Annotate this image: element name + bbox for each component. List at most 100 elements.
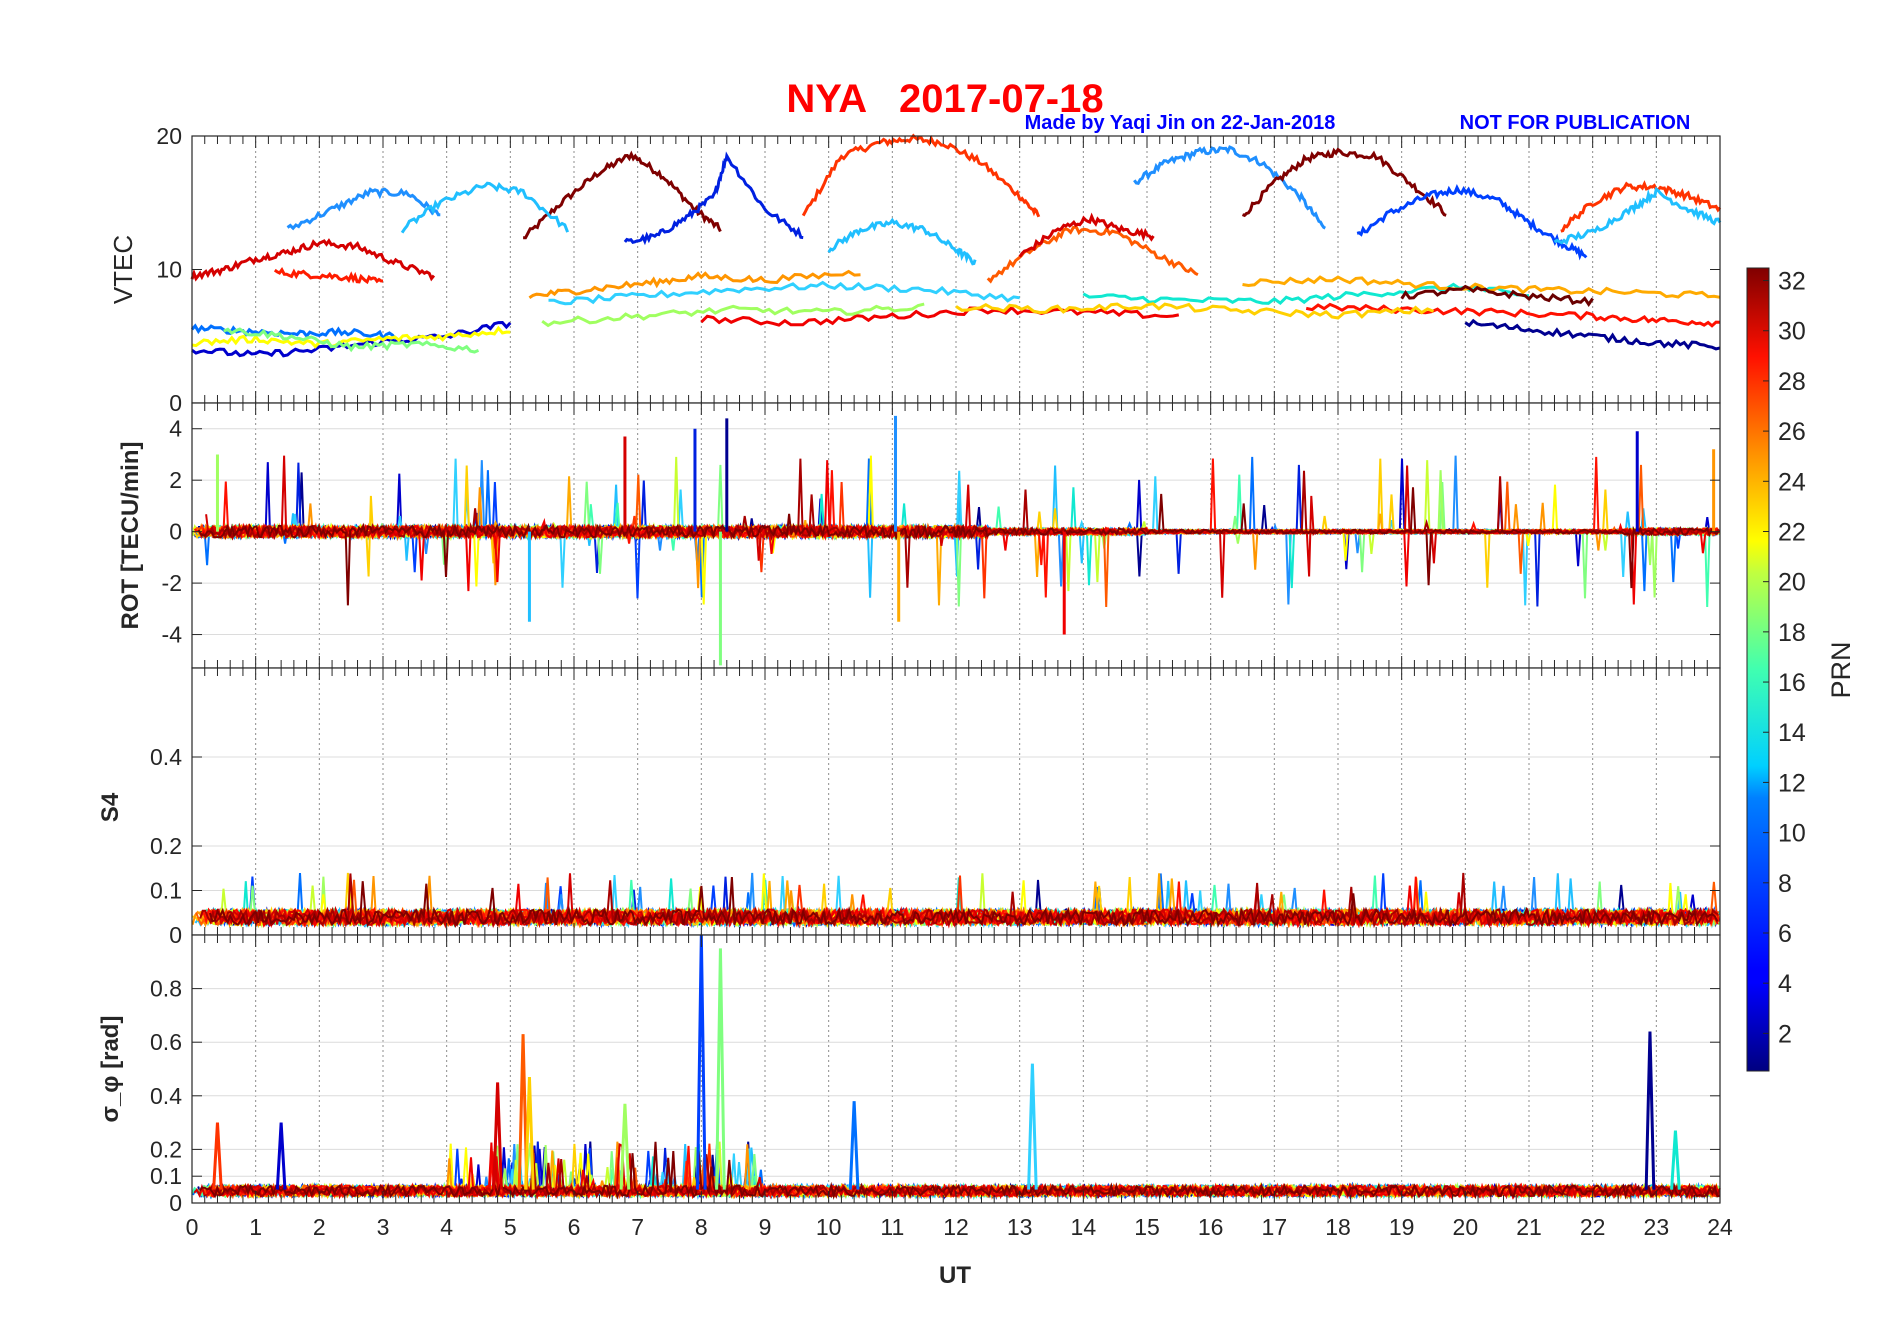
vtec-series-prn-25: [801, 133, 1041, 218]
x-tick-label: 20: [1453, 1214, 1479, 1240]
x-tick-label: 9: [759, 1214, 772, 1240]
y-tick-label: 4: [169, 416, 182, 442]
figure-title: NYA 2017-07-18: [786, 77, 1103, 121]
colorbar-tick-label: 24: [1778, 468, 1806, 496]
colorbar-label: PRN: [1826, 641, 1856, 698]
x-tick-label: 21: [1516, 1214, 1542, 1240]
colorbar-tick-label: 2: [1778, 1020, 1792, 1048]
x-tick-label: 6: [568, 1214, 581, 1240]
y-tick-label: 0.4: [150, 1083, 182, 1109]
x-tick-label: 16: [1198, 1214, 1224, 1240]
credit-note: Made by Yaqi Jin on 22-Jan-2018: [1025, 112, 1336, 134]
vtec-series-prn-17: [541, 302, 925, 328]
sigma-peak: [1644, 1031, 1656, 1190]
colorbar-tick-label: 8: [1778, 870, 1792, 898]
vtec-series-prn-23: [528, 269, 861, 300]
colorbar-tick-label: 20: [1778, 569, 1806, 597]
y-tick-label: -2: [162, 570, 182, 596]
x-tick-label: 8: [695, 1214, 708, 1240]
y-tick-label: 10: [156, 257, 182, 283]
panel-s4-data: [191, 872, 1721, 929]
sigma-series: [198, 1141, 1721, 1200]
vtec-series-prn-29: [700, 305, 1180, 327]
x-tick-label: 11: [880, 1214, 904, 1240]
sigma-peak: [517, 1034, 529, 1190]
y-tick-label: 0.2: [150, 1136, 182, 1162]
y-axis-label: VTEC: [108, 235, 138, 304]
colorbar-tick-label: 26: [1778, 418, 1806, 446]
x-tick-label: 4: [440, 1214, 453, 1240]
colorbar-tick-label: 32: [1778, 268, 1806, 296]
vtec-series-prn-32: [1400, 284, 1594, 307]
colorbar-tick-label: 28: [1778, 368, 1806, 396]
sigma-peak: [275, 1122, 287, 1190]
vtec-series-prn-31: [523, 150, 722, 240]
publication-notice: NOT FOR PUBLICATION: [1460, 112, 1691, 134]
colorbar-tick-label: 4: [1778, 970, 1792, 998]
x-tick-label: 1: [249, 1214, 262, 1240]
sigma-peak: [1670, 1130, 1681, 1190]
colorbar: [1746, 267, 1770, 1072]
vtec-series-prn-20: [955, 302, 1435, 320]
y-tick-label: 0.4: [150, 744, 182, 770]
x-tick-label: 10: [816, 1214, 842, 1240]
vtec-series-prn-10: [827, 217, 977, 266]
x-tick-label: 19: [1389, 1214, 1415, 1240]
colorbar-tick-label: 18: [1778, 619, 1806, 647]
y-tick-label: 0.2: [150, 833, 182, 859]
panel-sigma_phi-bg: [192, 935, 1720, 1203]
x-tick-label: 5: [504, 1214, 517, 1240]
y-tick-label: 0: [169, 922, 182, 948]
vtec-series-prn-7: [190, 323, 397, 342]
sigma-peak: [212, 1122, 223, 1190]
vtec-series-prn-9: [1133, 145, 1326, 230]
sigma-peak: [1027, 1063, 1038, 1190]
vtec-series-prn-2: [191, 320, 512, 358]
panel-vtec-bg: [192, 136, 1720, 403]
x-tick-label: 0: [186, 1214, 199, 1240]
sigma-peak: [524, 1076, 535, 1190]
y-tick-label: 0.1: [150, 878, 182, 904]
panel-sigma_phi-data: [191, 934, 1721, 1201]
x-tick-label: 18: [1325, 1214, 1351, 1240]
vtec-series-prn-19: [191, 325, 511, 349]
x-tick-label: 14: [1071, 1214, 1097, 1240]
x-tick-label: 22: [1580, 1214, 1606, 1240]
x-tick-label: 2: [313, 1214, 326, 1240]
colorbar-tick-label: 16: [1778, 669, 1806, 697]
y-axis-label: σ_φ [rad]: [97, 1016, 124, 1123]
panel-rot-data: [191, 415, 1721, 666]
y-tick-label: 20: [156, 123, 182, 149]
sigma-peak: [848, 1101, 860, 1190]
sigma-series: [206, 1149, 1721, 1201]
vtec-series-prn-28: [1305, 302, 1721, 328]
y-axis-label: ROT [TECU/min]: [117, 442, 144, 630]
vtec-series-prn-16: [223, 327, 480, 354]
sigma-peak: [492, 1082, 503, 1190]
vtec-series-prn-27: [273, 267, 384, 285]
vtec-series-prn-11: [548, 280, 1020, 306]
vtec-series-prn-1: [1464, 318, 1721, 351]
y-tick-label: 2: [169, 467, 182, 493]
vtec-series-prn-8: [286, 187, 441, 231]
s4-series: [199, 872, 1719, 929]
x-tick-label: 15: [1134, 1214, 1160, 1240]
x-tick-label: 12: [943, 1214, 969, 1240]
vtec-series-prn-4: [623, 151, 804, 246]
vtec-series-prn-22: [1242, 275, 1721, 299]
y-tick-label: 0: [169, 390, 182, 416]
y-tick-label: -4: [162, 622, 183, 648]
colorbar-tick-label: 30: [1778, 318, 1806, 346]
rot-series: [197, 487, 1719, 606]
vtec-series-prn-10: [400, 181, 570, 234]
colorbar-tick-label: 12: [1778, 769, 1806, 797]
colorbar-tick-label: 6: [1778, 920, 1792, 948]
s4-series: [208, 877, 1719, 929]
x-tick-label: 3: [377, 1214, 390, 1240]
vtec-series-prn-25: [1560, 180, 1722, 233]
y-tick-label: 0.6: [150, 1029, 182, 1055]
y-tick-label: 0: [169, 519, 182, 545]
vtec-series-prn-31: [1241, 147, 1447, 218]
